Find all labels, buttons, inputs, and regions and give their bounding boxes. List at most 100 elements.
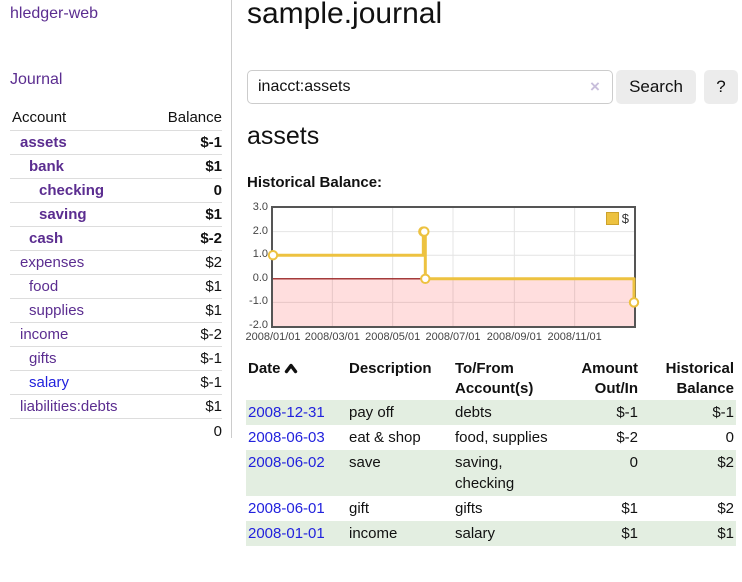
help-button[interactable]: ? [704,70,738,104]
account-balance: $2 [149,250,222,275]
transaction-description: eat & shop [349,429,421,446]
transaction-description: save [349,454,381,471]
transaction-amount: $1 [621,500,638,517]
account-row: bank $1 [10,154,222,179]
x-axis-tick-label: 2008/09/01 [486,331,542,343]
account-link[interactable]: cash [29,230,64,247]
chart-canvas [267,208,640,326]
transaction-amount: $-1 [616,404,638,421]
account-link[interactable]: supplies [29,302,85,319]
register-header-row: Date Description To/From Account(s) Amou… [246,358,736,400]
balance-column-header2: Historical Balance [665,360,734,397]
account-link[interactable]: salary [29,374,70,391]
transaction-accounts: saving, checking [455,454,515,492]
account-link[interactable]: gifts [29,350,57,367]
account-row: assets $-1 [10,130,222,155]
account-link[interactable]: food [29,278,59,295]
transaction-row: 2008-01-01 income salary $1 $1 [246,521,736,546]
clear-search-icon[interactable]: × [590,77,600,96]
accounts-column-header: Account [10,106,150,131]
search-input[interactable] [247,70,613,104]
transaction-accounts: food, supplies [455,429,548,446]
transaction-date-link[interactable]: 2008-06-02 [248,454,325,471]
y-axis-tick-label: -1.0 [249,295,268,308]
search-button[interactable]: Search [616,70,696,104]
account-balance: $1 [149,202,222,227]
legend-swatch [605,212,619,225]
accounts-total-row: 0 [10,418,222,443]
transaction-row: 2008-06-03 eat & shop food, supplies $-2… [246,425,736,450]
sort-ascending-icon [284,360,298,380]
y-axis-tick-label: 2.0 [252,224,268,237]
account-row: supplies $1 [10,298,222,323]
account-row: checking 0 [10,178,222,203]
register-rows: 2008-12-31 pay off debts $-1 $-1 2008-06… [246,400,736,546]
transaction-row: 2008-06-02 save saving, checking 0 $2 [246,450,736,496]
balance-column-header: Balance [149,106,222,131]
account-balance: $-1 [149,346,222,371]
account-balance: 0 [149,178,222,203]
transaction-balance: $2 [717,454,734,471]
account-row: cash $-2 [10,226,222,251]
account-rows: assets $-1 bank $1 checking 0 saving $1 … [10,130,222,419]
register-table: Date Description To/From Account(s) Amou… [246,358,736,546]
accounts-total-value: 0 [149,418,222,443]
transaction-description: income [349,525,398,542]
account-link[interactable]: income [20,326,69,343]
sidebar: hledger-web Journal Account Balance asse… [0,0,232,443]
date-column-header[interactable]: Date [246,358,347,400]
transaction-balance: $1 [717,525,734,542]
account-balance: $1 [149,298,222,323]
account-balance: $1 [149,274,222,299]
chart-title: Historical Balance: [247,174,383,191]
transaction-date-link[interactable]: 2008-06-03 [248,429,325,446]
account-balance: $1 [149,394,222,419]
account-link[interactable]: bank [29,158,65,175]
sidebar-item-journal[interactable]: Journal [10,71,63,88]
transaction-row: 2008-12-31 pay off debts $-1 $-1 [246,400,736,425]
account-link[interactable]: liabilities:debts [20,398,118,415]
transaction-balance: $2 [717,500,734,517]
account-balance: $-2 [149,322,222,347]
accounts-column-header2: To/From Account(s) [455,360,534,397]
transaction-balance: $-1 [712,404,734,421]
transaction-amount: $-2 [616,429,638,446]
y-axis-tick-label: 3.0 [252,201,268,213]
x-axis-tick-label: 2008/01/01 [245,331,301,343]
page-title: sample.journal [247,0,443,30]
description-column-header: Description [349,360,432,377]
y-axis-tick-label: -2.0 [249,319,268,331]
transaction-date-link[interactable]: 2008-01-01 [248,525,325,542]
transaction-row: 2008-06-01 gift gifts $1 $2 [246,496,736,521]
account-row: food $1 [10,274,222,299]
x-axis-tick-label: 2008/05/01 [365,331,421,343]
account-link[interactable]: checking [39,182,105,199]
transaction-amount: $1 [621,525,638,542]
app-brand-link[interactable]: hledger-web [10,5,99,22]
account-balance: $-1 [149,130,222,155]
amount-column-header: Amount Out/In [581,360,638,397]
account-link[interactable]: assets [20,134,67,151]
account-link[interactable]: saving [39,206,87,223]
account-row: salary $-1 [10,370,222,395]
transaction-accounts: gifts [455,500,483,517]
chart-plot-area: $ [267,206,640,328]
account-balance: $-2 [149,226,222,251]
account-row: expenses $2 [10,250,222,275]
account-balance: $1 [149,154,222,179]
transaction-description: gift [349,500,370,517]
account-balance: $-1 [149,370,222,395]
account-row: gifts $-1 [10,346,222,371]
account-balances-table: Account Balance assets $-1 bank $1 check… [10,106,222,443]
transaction-date-link[interactable]: 2008-12-31 [248,404,325,421]
account-link[interactable]: expenses [20,254,85,271]
y-axis-tick-label: 0.0 [252,271,268,284]
x-axis-tick-label: 2008/03/01 [304,331,360,343]
x-axis-tick-label: 2008/07/01 [425,331,481,343]
transaction-accounts: debts [455,404,492,421]
transaction-accounts: salary [455,525,496,542]
x-axis-tick-label: 2008/11/01 [547,331,602,343]
historical-balance-chart: $ 3.0 2.0 1.0 0.0 -1.0 -2.0 2008/01/01 2008/03… [240,200,710,350]
transaction-date-link[interactable]: 2008-06-01 [248,500,325,517]
legend-label: $ [621,211,629,226]
